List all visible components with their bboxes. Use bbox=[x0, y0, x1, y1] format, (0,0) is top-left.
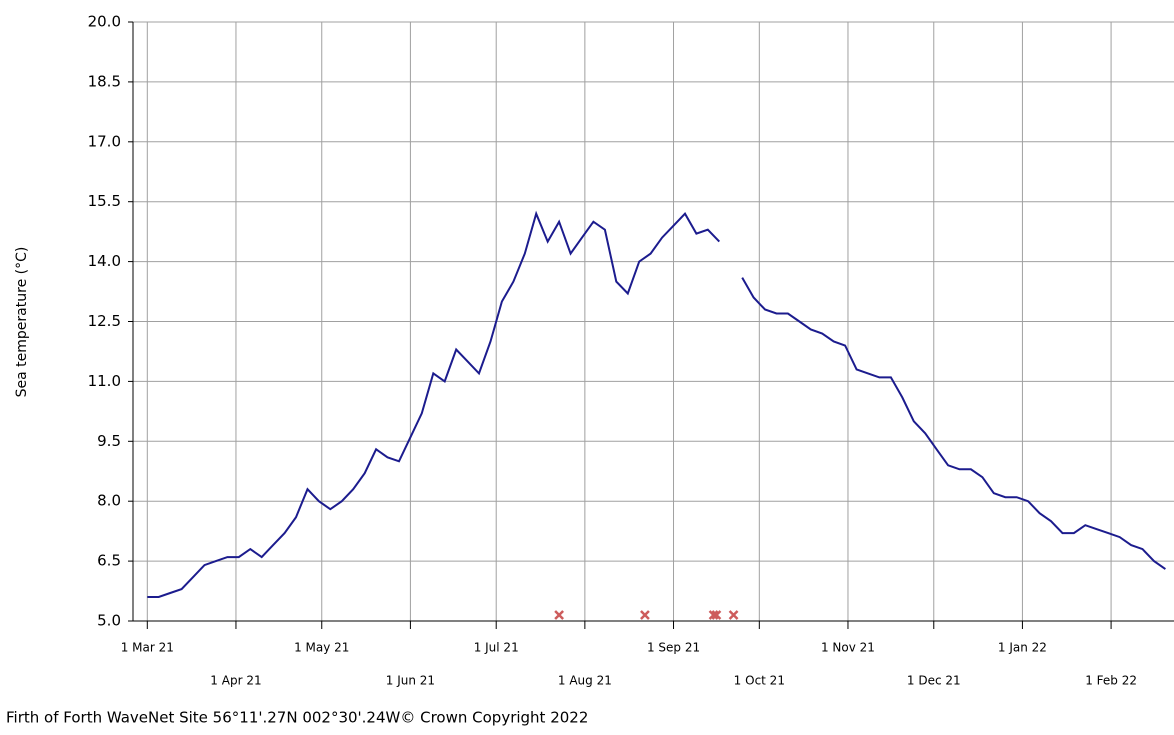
y-tick-label: 9.5 bbox=[97, 432, 121, 450]
x-tick-label: 1 Jan 22 bbox=[998, 641, 1047, 655]
y-tick-label: 15.5 bbox=[88, 192, 121, 210]
y-tick-label: 6.5 bbox=[97, 552, 121, 570]
x-tick-label: 1 Apr 21 bbox=[210, 674, 261, 688]
missing-data-marker bbox=[640, 610, 650, 620]
x-tick-label: 1 Sep 21 bbox=[647, 641, 700, 655]
temperature-line bbox=[147, 210, 1166, 598]
missing-data-marker bbox=[728, 610, 739, 620]
y-tick-label: 18.5 bbox=[88, 72, 121, 90]
y-tick-label: 20.0 bbox=[88, 13, 121, 31]
x-tick-label: 1 Nov 21 bbox=[821, 641, 875, 655]
y-tick-label: 11.0 bbox=[88, 372, 121, 390]
x-tick-label: 1 Dec 21 bbox=[907, 674, 961, 688]
x-tick-label: 1 Jun 21 bbox=[386, 674, 435, 688]
footer: Firth of Forth WaveNet Site 56°11'.27N 0… bbox=[6, 709, 588, 727]
y-tick-label: 8.0 bbox=[97, 492, 121, 510]
missing-data-marker bbox=[708, 610, 719, 620]
x-tick-label: 1 Feb 22 bbox=[1085, 674, 1137, 688]
x-tick-label: 1 Jul 21 bbox=[474, 641, 519, 655]
y-tick-label: 5.0 bbox=[97, 612, 121, 630]
y-tick-label: 12.5 bbox=[88, 312, 121, 330]
missing-data-marker bbox=[711, 610, 722, 620]
x-tick-label: 1 May 21 bbox=[294, 641, 349, 655]
x-tick-label: 1 Mar 21 bbox=[121, 641, 174, 655]
missing-data-marker bbox=[554, 610, 565, 620]
x-tick-label: 1 Aug 21 bbox=[558, 674, 612, 688]
x-tick-label: 1 Oct 21 bbox=[734, 674, 785, 688]
y-axis-label: Sea temperature (°C) bbox=[14, 247, 30, 398]
y-tick-label: 17.0 bbox=[88, 132, 121, 150]
y-tick-label: 14.0 bbox=[88, 252, 121, 270]
